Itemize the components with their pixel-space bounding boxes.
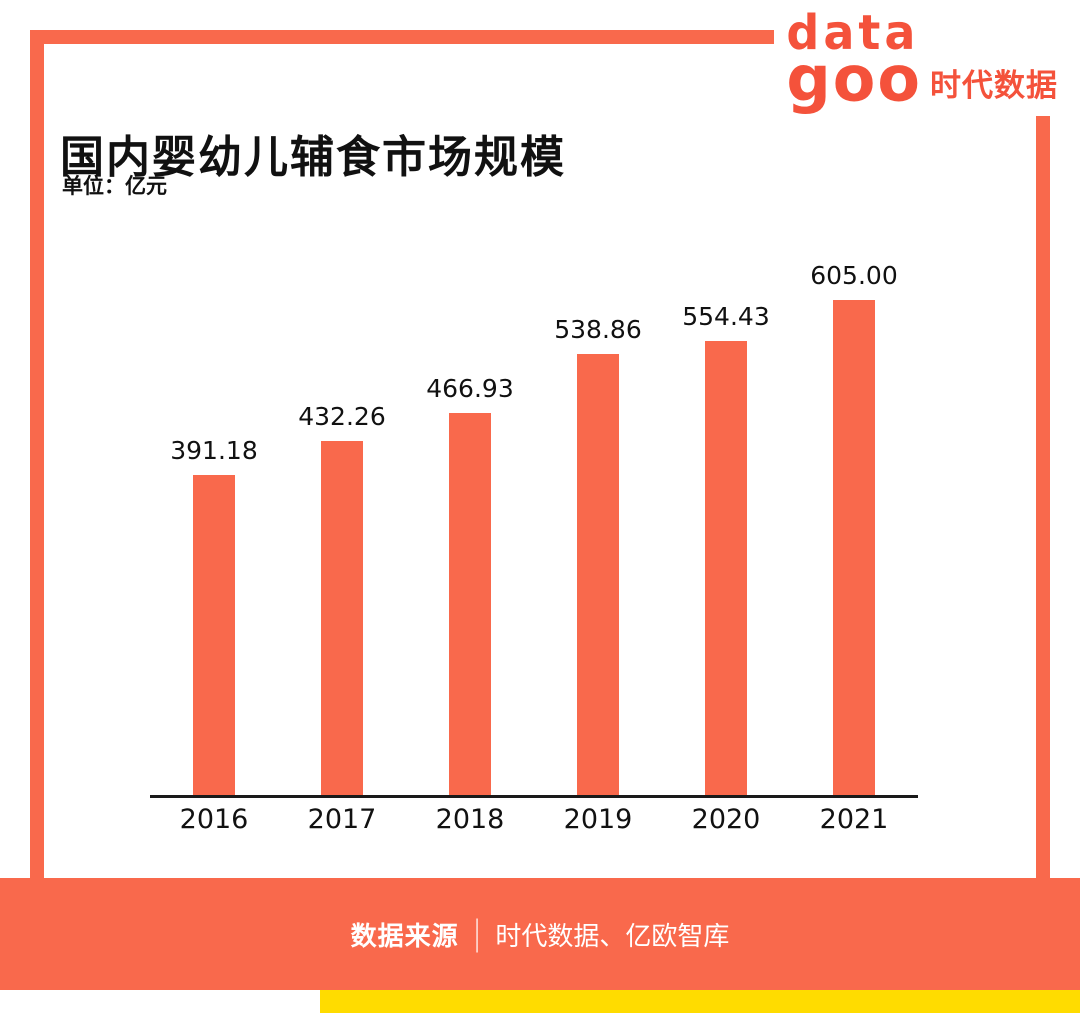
- bar-group: 391.18: [156, 436, 272, 795]
- bar-group: 432.26: [284, 402, 400, 795]
- datagoo-logo: data goo 时代数据: [774, 3, 1062, 117]
- bar-value-label: 554.43: [682, 302, 770, 331]
- chart-plot-area: 391.18 432.26 466.93 538.86 554.43 605.00: [150, 228, 918, 798]
- page-title: 国内婴幼儿辅食市场规模: [60, 132, 566, 184]
- datagoo-logo-wordmark: data goo: [786, 3, 922, 117]
- bar-chart: 391.18 432.26 466.93 538.86 554.43 605.00 201…: [150, 228, 918, 835]
- bar: [577, 354, 619, 795]
- x-axis-label: 2019: [563, 804, 633, 835]
- bar: [193, 475, 235, 795]
- bar: [449, 413, 491, 795]
- yellow-strip: [320, 990, 1080, 1013]
- bar: [321, 441, 363, 795]
- x-axis-label: 2018: [435, 804, 505, 835]
- bar-group: 554.43: [668, 302, 784, 795]
- bar-group: 605.00: [796, 261, 912, 795]
- x-axis-labels: 2016 2017 2018 2019 2020 2021: [150, 804, 918, 835]
- x-axis-label: 2017: [307, 804, 377, 835]
- unit-label: 单位：亿元: [62, 174, 167, 198]
- frame-border-right: [1036, 30, 1050, 878]
- source-label: 数据来源: [350, 921, 459, 952]
- source-separator: |: [472, 914, 482, 954]
- x-axis-label: 2016: [179, 804, 249, 835]
- source-text: 时代数据、亿欧智库: [495, 921, 730, 952]
- bar-value-label: 432.26: [298, 402, 386, 431]
- x-axis-label: 2020: [691, 804, 761, 835]
- logo-line2: goo: [786, 41, 922, 117]
- bar-value-label: 466.93: [426, 374, 514, 403]
- bar-value-label: 538.86: [554, 315, 642, 344]
- bar: [833, 300, 875, 795]
- bar-value-label: 605.00: [810, 261, 898, 290]
- bar: [705, 341, 747, 795]
- frame-border-left: [30, 30, 44, 878]
- source-footer: 数据来源 | 时代数据、亿欧智库: [0, 878, 1080, 990]
- bar-value-label: 391.18: [170, 436, 258, 465]
- logo-brand-name: 时代数据: [930, 68, 1058, 105]
- x-axis-label: 2021: [819, 804, 889, 835]
- bar-group: 538.86: [540, 315, 656, 795]
- logo-line1: data: [786, 3, 920, 61]
- bar-group: 466.93: [412, 374, 528, 795]
